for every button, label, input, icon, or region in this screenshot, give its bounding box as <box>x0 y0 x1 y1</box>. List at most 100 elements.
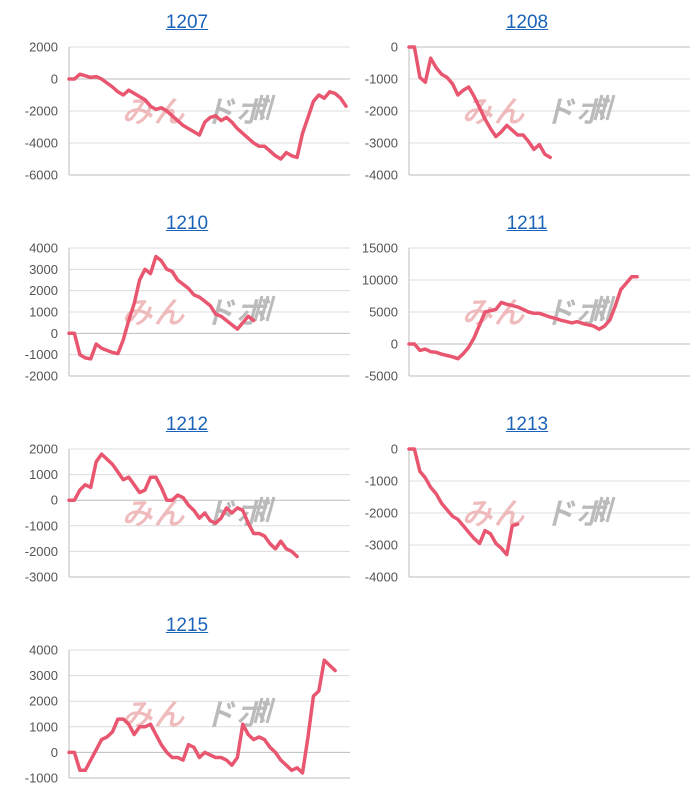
watermark-stroke <box>593 496 604 523</box>
watermark-stroke <box>599 295 610 322</box>
watermark-stroke <box>259 94 270 121</box>
watermark-stroke <box>253 496 264 523</box>
y-tick-label: -4000 <box>365 570 398 585</box>
chart-svg: 4000 3000 2000 1000 0 -1000 -2000 みん ドボ <box>25 241 350 384</box>
watermark-stroke <box>265 94 276 121</box>
watermark-logo: みん ドボ <box>122 295 276 331</box>
watermark-stroke <box>259 697 270 724</box>
chart-title-link[interactable]: 1213 <box>505 414 549 435</box>
watermark-stroke <box>265 496 276 523</box>
chart-panel-1208: 1208 0 -1000 -2000 -3000 -4000 みん ドボ <box>357 0 697 195</box>
watermark-logo: みん ドボ <box>122 697 276 733</box>
chart-panel-1215: 1215 4000 3000 2000 1000 0 -1000 みん ドボ <box>17 603 357 798</box>
watermark-stroke <box>605 94 616 121</box>
watermark-stroke <box>265 295 276 322</box>
watermark-stroke <box>593 94 604 121</box>
y-tick-label: 15000 <box>362 241 398 256</box>
y-tick-label: -5000 <box>365 369 398 384</box>
chart-title-link[interactable]: 1207 <box>165 12 209 33</box>
y-tick-label: -2000 <box>365 506 398 521</box>
y-tick-label: -1000 <box>365 72 398 87</box>
watermark-text-1: みん <box>462 497 526 532</box>
watermark-text-2: ドボ <box>204 95 271 130</box>
y-tick-label: -2000 <box>25 544 58 559</box>
watermark-text-2: ドボ <box>204 497 271 532</box>
watermark-text-1: みん <box>462 95 526 130</box>
watermark-stroke <box>259 496 270 523</box>
y-tick-label: -1000 <box>25 518 58 533</box>
y-tick-label: 0 <box>391 40 398 55</box>
chart-panel-1213: 1213 0 -1000 -2000 -3000 -4000 みん ドボ <box>357 402 697 597</box>
watermark-text-1: みん <box>462 296 526 331</box>
watermark-text-2: ドボ <box>544 497 611 532</box>
y-tick-label: 2000 <box>29 694 58 709</box>
series-line <box>407 447 520 557</box>
chart-svg: 0 -1000 -2000 -3000 -4000 みん ドボ <box>365 442 690 585</box>
series-line <box>407 45 552 160</box>
chart-title-link[interactable]: 1212 <box>165 414 209 435</box>
watermark-logo: みん ドボ <box>462 94 616 130</box>
y-tick-label: 2000 <box>29 283 58 298</box>
series-line <box>67 72 348 161</box>
watermark-stroke <box>253 295 264 322</box>
chart-svg: 4000 3000 2000 1000 0 -1000 みん ドボ <box>25 643 350 786</box>
watermark-logo: みん ドボ <box>462 295 616 331</box>
chart-title-link[interactable]: 1211 <box>506 213 548 234</box>
watermark-text-2: ドボ <box>544 296 611 331</box>
chart-panel-1210: 1210 4000 3000 2000 1000 0 -1000 -2000 みん ドボ <box>17 201 357 396</box>
y-tick-label: 0 <box>391 442 398 457</box>
watermark-stroke <box>599 94 610 121</box>
y-tick-label: 3000 <box>29 668 58 683</box>
y-tick-label: 4000 <box>29 643 58 658</box>
watermark-stroke <box>605 496 616 523</box>
watermark-logo: みん ドボ <box>122 94 276 130</box>
y-tick-label: -4000 <box>365 168 398 183</box>
y-tick-label: -2000 <box>365 104 398 119</box>
watermark-logo: みん ドボ <box>122 496 276 532</box>
watermark-stroke <box>253 94 264 121</box>
chart-title-link[interactable]: 1210 <box>165 213 209 234</box>
y-tick-label: 2000 <box>29 40 58 55</box>
y-tick-label: 4000 <box>29 241 58 256</box>
y-tick-label: 3000 <box>29 262 58 277</box>
chart-title-link[interactable]: 1208 <box>505 12 549 33</box>
y-tick-label: -2000 <box>25 369 58 384</box>
y-tick-label: -6000 <box>25 168 58 183</box>
chart-svg: 2000 0 -2000 -4000 -6000 みん ドボ <box>25 40 350 183</box>
y-tick-label: -4000 <box>25 136 58 151</box>
y-tick-label: 5000 <box>369 305 398 320</box>
chart-title-link[interactable]: 1215 <box>165 615 209 636</box>
y-tick-label: -3000 <box>365 136 398 151</box>
chart-panel-1211: 1211 15000 10000 5000 0 -5000 みん ドボ <box>357 201 697 396</box>
series-line <box>67 452 299 559</box>
chart-svg: 15000 10000 5000 0 -5000 みん ドボ <box>362 241 690 384</box>
y-tick-label: -1000 <box>25 771 58 786</box>
y-tick-label: 1000 <box>29 305 58 320</box>
watermark-text-1: みん <box>122 497 186 532</box>
watermark-text-2: ドボ <box>204 698 271 733</box>
watermark-text-1: みん <box>122 95 186 130</box>
y-tick-label: -1000 <box>25 347 58 362</box>
chart-panel-1207: 1207 2000 0 -2000 -4000 -6000 みん ドボ <box>17 0 357 195</box>
watermark-stroke <box>265 697 276 724</box>
y-tick-label: 0 <box>51 745 58 760</box>
series-line <box>407 275 639 361</box>
y-tick-label: 10000 <box>362 273 398 288</box>
watermark-stroke <box>259 295 270 322</box>
y-tick-label: 2000 <box>29 442 58 457</box>
y-tick-label: 1000 <box>29 719 58 734</box>
y-tick-label: -3000 <box>25 570 58 585</box>
y-tick-label: -2000 <box>25 104 58 119</box>
watermark-text-2: ドボ <box>544 95 611 130</box>
y-tick-label: 0 <box>51 326 58 341</box>
watermark-logo: みん ドボ <box>462 496 616 532</box>
series-line <box>67 658 337 775</box>
watermark-stroke <box>599 496 610 523</box>
watermark-stroke <box>253 697 264 724</box>
y-tick-label: 1000 <box>29 467 58 482</box>
y-tick-label: 0 <box>51 493 58 508</box>
y-tick-label: 0 <box>391 337 398 352</box>
chart-panel-1212: 1212 2000 1000 0 -1000 -2000 -3000 みん ドボ <box>17 402 357 597</box>
watermark-stroke <box>605 295 616 322</box>
watermark-stroke <box>593 295 604 322</box>
